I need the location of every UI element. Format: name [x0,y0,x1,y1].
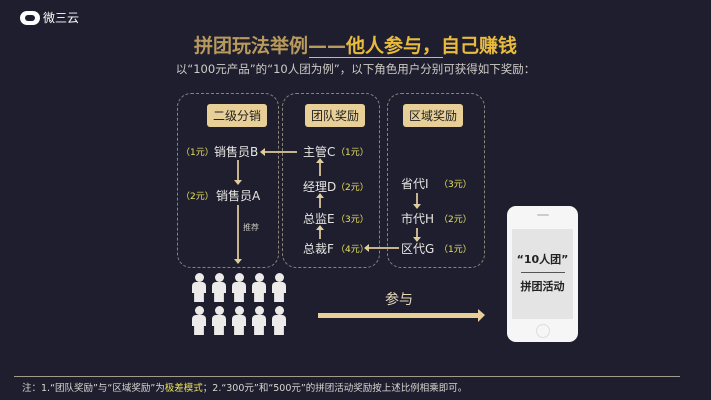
phone-line1: “10人团” [516,253,569,266]
role-d: 经理D [303,180,337,194]
speaker-icon [537,214,549,216]
label-team: 团队奖励 [305,104,366,127]
participate-label: 参与 [385,292,413,308]
arrow-up [316,158,323,176]
footer-note: 注：1.“团队奖励”与“区域奖励”为极差模式；2.“300元”和“500元”的拼… [22,383,468,394]
page-title: 拼团玩法举例——他人参与，自己赚钱 [193,35,518,57]
person-icon [192,273,206,303]
arrow-left [364,244,399,251]
arrow-down [234,160,241,185]
role-e: 总监E [303,212,335,226]
role-i: 省代Ⅰ [401,177,429,191]
reward-h: （2元） [439,215,472,225]
reward-e: （3元） [336,215,369,225]
person-icon [252,306,266,336]
arrow-up [316,225,323,239]
person-icon [252,273,266,303]
person-icon [212,306,226,336]
title-underline [309,57,443,58]
arrow-down [413,228,420,242]
cloud-logo-icon [20,10,40,25]
reward-d: （2元） [336,183,369,193]
person-icon [272,273,286,303]
recommend-note: 推荐 [243,223,259,232]
subtitle: 以“100元产品”的“10人团为例”，以下角色用户分别可获得如下奖励： [175,62,536,76]
role-h: 市代H [401,212,435,226]
arrow-left [260,148,297,155]
label-distribution: 二级分销 [207,104,268,127]
reward-i: （3元） [439,180,472,190]
arrow-head-icon [478,309,485,322]
person-icon [192,306,206,336]
phone-line2: 拼团活动 [520,280,565,293]
reward-g: （1元） [439,245,472,255]
reward-a: （2元） [181,192,214,202]
home-button-icon [536,324,550,338]
box-team [282,93,380,268]
arrow-up [316,193,323,208]
box-distribution [177,93,279,268]
phone-mockup: “10人团” 拼团活动 [507,206,578,342]
role-c: 主管C [303,145,336,159]
reward-c: （1元） [336,148,369,158]
participate-arrow [318,313,478,318]
label-region: 区域奖励 [403,104,464,127]
divider [520,272,565,273]
arrow-down [413,193,420,209]
phone-screen: “10人团” 拼团活动 [512,229,573,319]
reward-b: （1元） [181,148,214,158]
role-a: 销售员A [216,189,261,203]
person-icon [272,306,286,336]
person-icon [212,273,226,303]
role-b: 销售员B [214,145,259,159]
person-icon [232,306,246,336]
box-region [387,93,485,268]
role-f: 总裁F [303,242,334,256]
arrow-down [234,205,241,264]
logo: 微三云 [20,9,79,26]
role-g: 区代G [401,242,435,256]
person-icon [232,273,246,303]
reward-f: （4元） [336,245,369,255]
footer-divider [14,376,680,377]
